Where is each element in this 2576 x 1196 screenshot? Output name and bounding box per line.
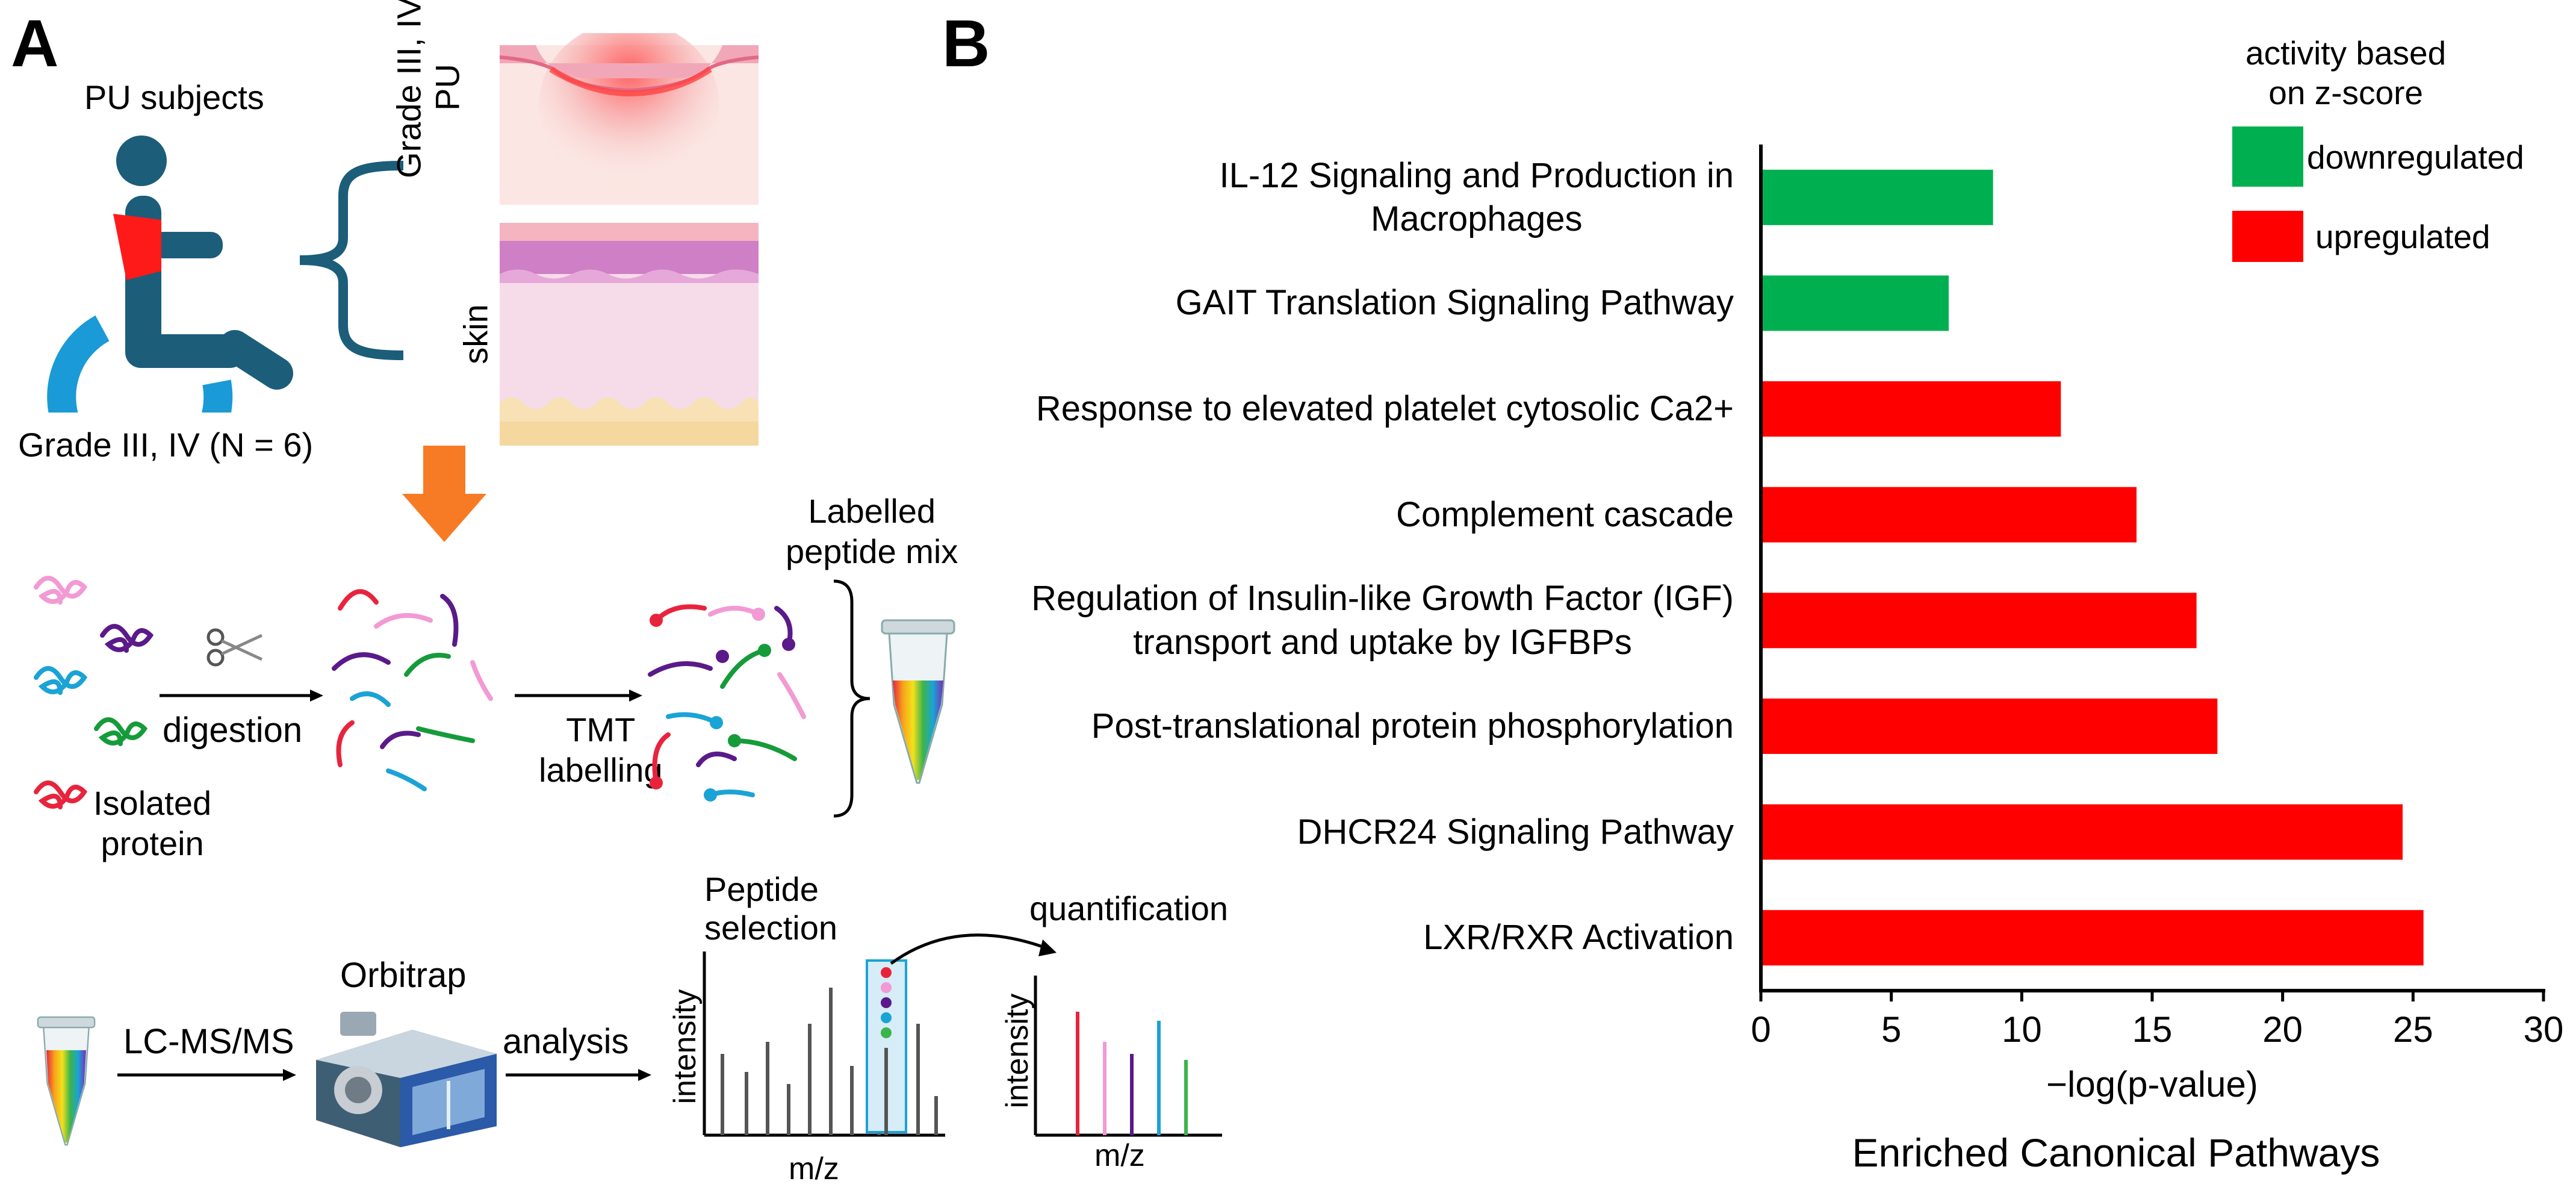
- pathway-label-8: LXR/RXR Activation: [1423, 918, 1734, 958]
- peptide-selection-label: Peptide selection: [704, 870, 838, 947]
- down-arrow-icon: [402, 446, 486, 542]
- bar-6: [1761, 698, 2218, 754]
- x-tick-label-20: 20: [2262, 1009, 2303, 1050]
- orbitrap-label: Orbitrap: [340, 956, 467, 995]
- lc-ms-arrow: [117, 1069, 296, 1081]
- isolated-protein-illustration: [34, 576, 154, 809]
- wheelchair-icon: [47, 135, 293, 413]
- pathway-label-1: IL-12 Signaling and Production in Macroph…: [1219, 155, 1734, 239]
- labelled-peptides-illustration: [648, 604, 806, 802]
- quantification-label: quantification: [1029, 889, 1229, 927]
- curly-bracket: [299, 161, 404, 360]
- ms1-spectrum: [703, 952, 945, 1137]
- digestion-label: digestion: [163, 711, 303, 750]
- x-tick-label-5: 5: [1881, 1009, 1901, 1050]
- tmt-arrow: [515, 690, 642, 702]
- ms1-mz-label: m/z: [789, 1151, 839, 1186]
- pathway-label-2: GAIT Translation Signaling Pathway: [1175, 283, 1734, 323]
- selection-to-quant-arrow: [890, 933, 1057, 965]
- bar-2: [1761, 275, 1949, 331]
- digested-peptides-illustration: [332, 589, 493, 791]
- panel-b-letter: B: [942, 7, 990, 81]
- skin-tissue-illustration: [500, 223, 759, 446]
- pathway-label-7: DHCR24 Signaling Pathway: [1297, 812, 1734, 852]
- bar-8: [1761, 910, 2424, 966]
- quant-mz-label: m/z: [1094, 1138, 1145, 1173]
- pathway-label-5: Regulation of Insulin-like Growth Factor…: [1031, 579, 1734, 662]
- pathway-label-4: Complement cascade: [1396, 494, 1734, 534]
- x-tick-label-25: 25: [2393, 1009, 2433, 1050]
- bar-7: [1761, 804, 2403, 860]
- tmt-labelling-label: TMT labelling: [539, 711, 663, 790]
- pathway-labels: IL-12 Signaling and Production in Macroph…: [987, 0, 1734, 1024]
- chart-title: Enriched Canonical Pathways: [1852, 1130, 2380, 1175]
- x-tick-label-10: 10: [2002, 1009, 2042, 1050]
- lc-ms-ms-label: LC-MS/MS: [123, 1022, 294, 1061]
- pu-subjects-label: PU subjects: [84, 78, 264, 116]
- legend-title: activity based on z-score: [2245, 34, 2447, 111]
- sample-tube-icon-2: [37, 1016, 96, 1146]
- labelled-peptide-mix-label: Labelled peptide mix: [786, 492, 958, 571]
- pressure-ulcer-tissue-illustration: [500, 33, 759, 205]
- x-axis-label: −log(p-value): [2046, 1064, 2258, 1104]
- x-tick-label-30: 30: [2524, 1009, 2564, 1050]
- bar-3: [1761, 381, 2061, 437]
- orbitrap-instrument-icon: [316, 1012, 497, 1147]
- grade-label: Grade III, IV (N = 6): [18, 426, 314, 464]
- bar-4: [1761, 487, 2137, 543]
- legend-label-upregulated: upregulated: [2315, 218, 2491, 255]
- x-tick-label-0: 0: [1751, 1009, 1771, 1050]
- legend-label-downregulated: downregulated: [2307, 139, 2524, 176]
- analysis-label: analysis: [503, 1022, 629, 1061]
- isolated-protein-label: Isolated protein: [93, 784, 212, 863]
- x-tick-label-15: 15: [2132, 1009, 2173, 1050]
- sample-tube-icon: [881, 619, 955, 784]
- legend-swatch-downregulated: [2232, 126, 2303, 187]
- pathway-label-3: Response to elevated platelet cytosolic …: [1035, 389, 1734, 429]
- pathway-label-6: Post-translational protein phosphorylati…: [1091, 706, 1734, 746]
- digestion-arrow: [160, 690, 323, 702]
- bar-1: [1761, 169, 1993, 225]
- scissors-icon: [206, 628, 263, 667]
- analysis-arrow: [506, 1069, 651, 1081]
- bar-5: [1761, 593, 2197, 649]
- mix-bracket: [833, 579, 871, 818]
- reporter-ion-spectrum: [1034, 976, 1222, 1137]
- legend-swatch-upregulated: [2232, 211, 2303, 262]
- panel-a-letter: A: [11, 7, 59, 81]
